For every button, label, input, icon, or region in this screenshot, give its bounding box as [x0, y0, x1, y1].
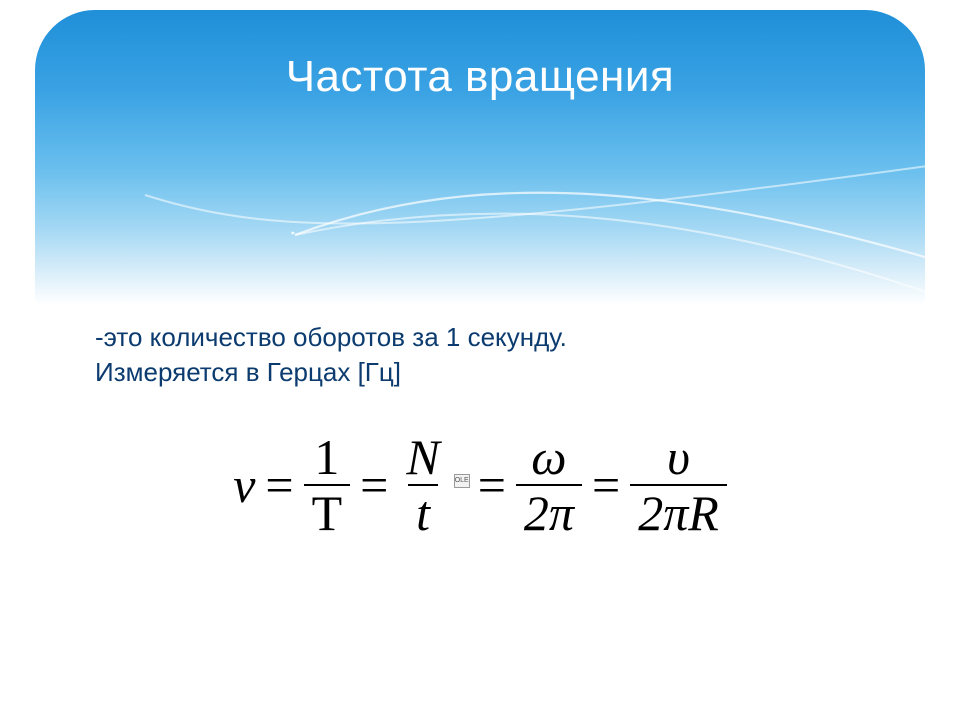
definition-text: -это количество оборотов за 1 секунду. И…: [95, 320, 900, 390]
denominator: 2πR: [630, 484, 727, 540]
definition-line-2: Измеряется в Герцах [Гц]: [95, 355, 900, 390]
ole-placeholder-icon: OLE: [454, 474, 470, 488]
formula-block: ν = 1 T = N t OLE = ω 2π = υ 2πR: [0, 430, 960, 540]
numerator: υ: [659, 430, 698, 484]
frequency-formula: ν = 1 T = N t OLE = ω 2π = υ 2πR: [233, 430, 727, 540]
denominator: 2π: [516, 484, 582, 540]
fraction-N-over-t: N t: [398, 430, 447, 540]
slide-title: Частота вращения: [35, 52, 925, 102]
numerator: 1: [306, 430, 347, 484]
title-banner: Частота вращения: [35, 10, 925, 305]
definition-line-1: -это количество оборотов за 1 секунду.: [95, 320, 900, 355]
fraction-1-over-T: 1 T: [304, 430, 351, 540]
numerator: ω: [523, 430, 574, 484]
numerator: N: [398, 430, 447, 484]
formula-lhs: ν: [233, 456, 255, 514]
equals-sign: =: [265, 456, 293, 514]
equals-sign: =: [478, 456, 506, 514]
swoosh-decoration: [35, 125, 925, 305]
fraction-v-over-2piR: υ 2πR: [630, 430, 727, 540]
fraction-omega-over-2pi: ω 2π: [516, 430, 582, 540]
equals-sign: =: [360, 456, 388, 514]
denominator: t: [408, 484, 438, 540]
denominator: T: [304, 484, 351, 540]
equals-sign: =: [592, 456, 620, 514]
